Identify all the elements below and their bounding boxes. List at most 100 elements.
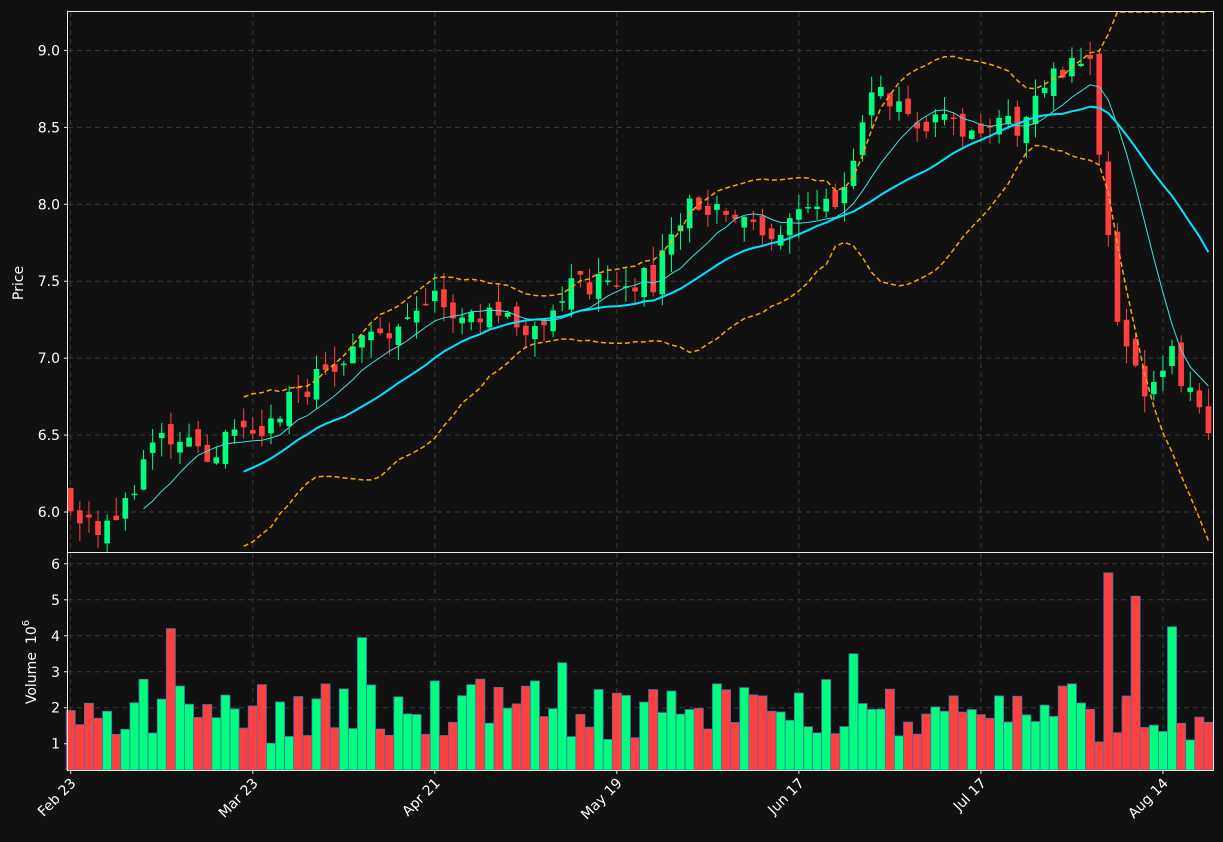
volume-axis-label: Volume 106	[21, 620, 40, 704]
candle-body	[131, 493, 138, 496]
volume-bar	[129, 702, 140, 771]
volume-bar	[620, 695, 631, 771]
candle-body	[959, 113, 966, 137]
candle-body	[732, 214, 738, 220]
candle-body	[914, 122, 921, 129]
candle-body	[395, 326, 402, 345]
volume-bar	[1103, 572, 1114, 771]
volume-panel-frame	[67, 552, 1214, 771]
candle-body	[768, 228, 775, 240]
candle-body	[1050, 68, 1057, 96]
candle-body	[158, 432, 165, 439]
volume-bar	[202, 704, 213, 771]
volume-bar	[903, 721, 914, 771]
volume-bar	[448, 721, 458, 771]
volume-bar	[584, 726, 595, 771]
volume-bar	[184, 703, 195, 771]
volume-bar	[420, 733, 431, 771]
volume-axis-power: 6	[21, 620, 32, 626]
candle-body	[340, 363, 347, 366]
volume-bar	[384, 734, 395, 771]
volume-bar	[1185, 739, 1196, 771]
volume-bar	[484, 722, 495, 771]
volume-bar	[639, 701, 650, 771]
candle-body	[268, 418, 274, 434]
candle-body	[249, 429, 256, 434]
volume-bar	[111, 733, 122, 771]
volume-bar	[693, 707, 704, 771]
candle-body	[750, 219, 757, 222]
candle-body	[1005, 115, 1012, 124]
volume-bar	[830, 733, 841, 771]
volume-bar	[975, 714, 986, 771]
candle-body	[386, 333, 393, 339]
volume-bar	[1030, 721, 1041, 771]
candle-body	[532, 326, 538, 340]
volume-tick-label: 2	[51, 701, 60, 717]
volume-bar	[83, 702, 94, 771]
candle-body	[550, 310, 556, 332]
volume-bar	[1048, 715, 1059, 771]
volume-bar	[730, 722, 741, 771]
candle-body	[350, 346, 356, 364]
volume-tick-label: 4	[51, 629, 60, 645]
candle-body	[477, 318, 484, 323]
volume-bar	[211, 717, 222, 771]
volume-bar	[948, 695, 959, 771]
candle-body	[331, 364, 338, 372]
volume-bar	[857, 703, 868, 771]
volume-bar	[912, 733, 923, 771]
volume-bar	[493, 686, 504, 771]
volume-bar	[602, 739, 613, 771]
candle-body	[286, 392, 292, 426]
volume-bar	[156, 698, 167, 771]
candle-body	[204, 444, 211, 462]
candle-body	[968, 130, 975, 139]
candle-body	[495, 301, 502, 316]
volume-bar	[284, 736, 295, 771]
candle-body	[577, 271, 584, 275]
candle-body	[1169, 346, 1175, 367]
candle-body	[1187, 387, 1194, 392]
price-y-ticks: 6.0 6.5 7.0 7.5 8.0 8.5 9.0	[38, 43, 68, 521]
volume-bar	[393, 696, 404, 771]
candle-body	[659, 250, 666, 295]
volume-bar	[1176, 722, 1187, 771]
candle-body	[77, 510, 83, 524]
volume-bar	[293, 696, 304, 771]
volume-bar	[475, 678, 486, 771]
candle-body	[1087, 54, 1093, 59]
volume-bar	[375, 728, 386, 771]
volume-y-ticks: 1 2 3 4 5 6	[51, 557, 68, 753]
volume-bar	[994, 695, 1005, 771]
candle-body	[1096, 53, 1103, 155]
volume-bar	[548, 708, 559, 771]
volume-bar	[165, 628, 176, 771]
volume-axis-base: 10	[24, 626, 40, 644]
volume-axis-word: Volume	[24, 652, 40, 704]
candle-body	[259, 426, 265, 437]
candle-body	[1114, 231, 1121, 322]
candle-body	[786, 218, 793, 236]
volume-bar	[784, 719, 795, 771]
candle-body	[714, 204, 720, 210]
volume-bar	[866, 708, 877, 771]
price-tick-label: 6.5	[38, 428, 60, 444]
candle-body	[987, 125, 993, 128]
candle-body	[923, 121, 930, 132]
candle-body	[486, 307, 493, 328]
volume-bar	[457, 695, 468, 771]
candle-body	[868, 92, 875, 116]
volume-bar	[666, 690, 677, 771]
volume-bar	[1167, 626, 1177, 771]
volume-bar	[147, 732, 158, 771]
volume-bar	[1066, 683, 1077, 771]
volume-bar	[347, 728, 358, 771]
candle-body	[996, 117, 1002, 135]
candle-body	[1160, 370, 1166, 377]
candle-body	[222, 431, 229, 464]
candle-body	[186, 437, 192, 447]
candle-body	[805, 207, 811, 209]
volume-bar	[502, 707, 513, 771]
